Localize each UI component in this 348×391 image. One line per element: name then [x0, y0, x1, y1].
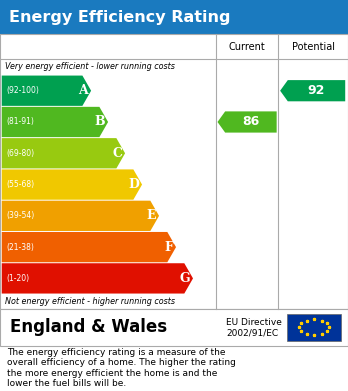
Text: (55-68): (55-68) [6, 180, 34, 189]
Polygon shape [2, 138, 125, 169]
Polygon shape [2, 232, 176, 262]
Text: 86: 86 [242, 115, 259, 129]
Text: A: A [79, 84, 88, 97]
Text: Current: Current [229, 41, 266, 52]
Text: England & Wales: England & Wales [10, 318, 168, 337]
Polygon shape [2, 169, 142, 200]
Text: (81-91): (81-91) [6, 117, 34, 127]
Text: 92: 92 [308, 84, 325, 97]
Text: Energy Efficiency Rating: Energy Efficiency Rating [9, 10, 230, 25]
Text: (1-20): (1-20) [6, 274, 29, 283]
Text: Potential: Potential [292, 41, 335, 52]
Text: B: B [95, 115, 105, 129]
Polygon shape [2, 201, 159, 231]
Text: (92-100): (92-100) [6, 86, 39, 95]
Polygon shape [280, 80, 345, 101]
Text: Very energy efficient - lower running costs: Very energy efficient - lower running co… [5, 62, 175, 72]
Text: C: C [112, 147, 122, 160]
Text: F: F [164, 240, 173, 254]
Bar [0, 34, 348, 59]
Text: E: E [147, 209, 156, 222]
Bar [287, 314, 341, 341]
Text: The energy efficiency rating is a measure of the
overall efficiency of a home. T: The energy efficiency rating is a measur… [7, 348, 236, 388]
Polygon shape [2, 75, 91, 106]
Text: D: D [128, 178, 139, 191]
Polygon shape [2, 107, 108, 137]
Text: Not energy efficient - higher running costs: Not energy efficient - higher running co… [5, 297, 175, 306]
Text: G: G [180, 272, 190, 285]
Polygon shape [218, 111, 277, 133]
Bar [0, 34, 348, 309]
Bar [0, 0, 348, 34]
Bar [0, 309, 348, 346]
Text: (21-38): (21-38) [6, 242, 34, 252]
Text: (69-80): (69-80) [6, 149, 34, 158]
Text: (39-54): (39-54) [6, 211, 34, 221]
Text: EU Directive
2002/91/EC: EU Directive 2002/91/EC [226, 318, 282, 337]
Polygon shape [2, 263, 193, 294]
